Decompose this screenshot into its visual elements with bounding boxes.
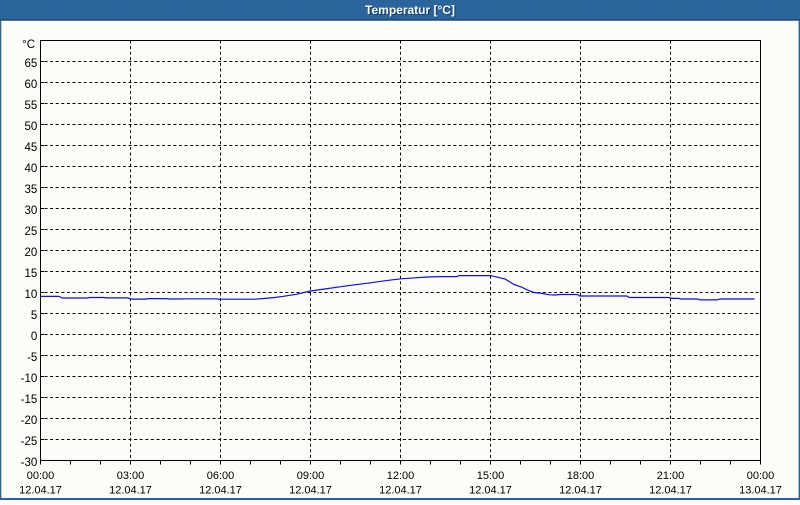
svg-text:13.04.17: 13.04.17 — [739, 484, 782, 496]
svg-text:55: 55 — [25, 100, 38, 112]
svg-text:0: 0 — [31, 331, 37, 343]
svg-text:-5: -5 — [27, 352, 37, 364]
svg-text:12:00: 12:00 — [387, 470, 415, 482]
svg-text:30: 30 — [25, 205, 38, 217]
svg-text:21:00: 21:00 — [657, 470, 685, 482]
svg-text:-15: -15 — [21, 394, 38, 406]
svg-text:45: 45 — [25, 142, 38, 154]
svg-text:15: 15 — [25, 268, 38, 280]
svg-text:10: 10 — [25, 289, 38, 301]
svg-text:-25: -25 — [21, 436, 38, 448]
svg-text:60: 60 — [25, 79, 38, 91]
svg-text:12.04.17: 12.04.17 — [559, 484, 602, 496]
svg-text:12.04.17: 12.04.17 — [649, 484, 692, 496]
svg-text:12.04.17: 12.04.17 — [379, 484, 422, 496]
svg-text:03:00: 03:00 — [117, 470, 145, 482]
svg-text:40: 40 — [25, 163, 38, 175]
svg-text:12.04.17: 12.04.17 — [109, 484, 152, 496]
svg-text:-20: -20 — [21, 415, 38, 427]
svg-text:06:00: 06:00 — [207, 470, 235, 482]
svg-text:18:00: 18:00 — [567, 470, 595, 482]
svg-text:12.04.17: 12.04.17 — [469, 484, 512, 496]
svg-text:20: 20 — [25, 247, 38, 259]
svg-text:Temperatur [°C]: Temperatur [°C] — [365, 3, 455, 17]
svg-text:00:00: 00:00 — [747, 470, 775, 482]
svg-text:5: 5 — [31, 310, 37, 322]
svg-text:09:00: 09:00 — [297, 470, 325, 482]
svg-text:15:00: 15:00 — [477, 470, 505, 482]
svg-text:-10: -10 — [21, 373, 38, 385]
svg-text:°C: °C — [22, 39, 35, 51]
svg-text:12.04.17: 12.04.17 — [289, 484, 332, 496]
svg-text:-30: -30 — [21, 457, 38, 469]
svg-text:65: 65 — [25, 58, 38, 70]
svg-text:35: 35 — [25, 184, 38, 196]
svg-text:50: 50 — [25, 121, 38, 133]
svg-text:Temperatur [°C]: Temperatur [°C] — [366, 4, 456, 18]
svg-text:12.04.17: 12.04.17 — [199, 484, 242, 496]
svg-text:25: 25 — [25, 226, 38, 238]
svg-text:12.04.17: 12.04.17 — [19, 484, 62, 496]
svg-text:00:00: 00:00 — [27, 470, 55, 482]
